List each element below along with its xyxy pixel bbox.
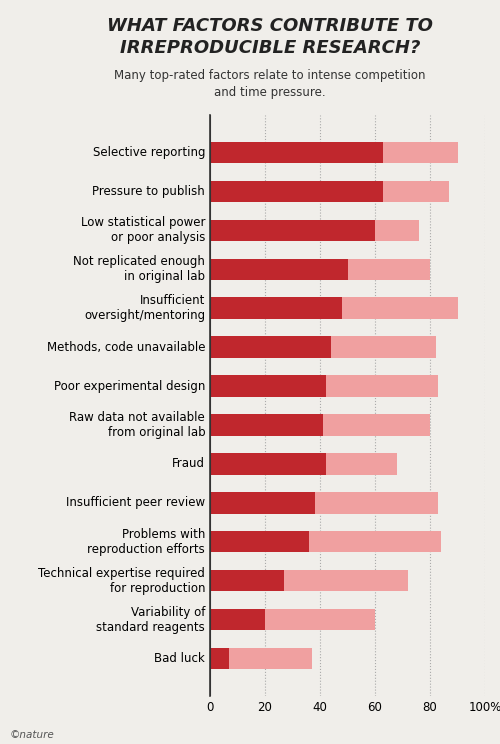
Bar xyxy=(210,181,449,202)
Bar xyxy=(210,219,419,241)
Bar xyxy=(210,141,458,163)
Bar xyxy=(210,609,265,630)
Text: ©nature: ©nature xyxy=(10,731,55,740)
Bar xyxy=(210,336,331,358)
Bar xyxy=(210,531,309,553)
Bar xyxy=(210,414,323,436)
Bar xyxy=(210,414,430,436)
Bar xyxy=(210,531,441,553)
Bar xyxy=(210,336,436,358)
Bar xyxy=(210,298,342,319)
Bar xyxy=(210,492,438,513)
Bar xyxy=(210,453,326,475)
Bar xyxy=(210,298,458,319)
Bar xyxy=(210,570,408,591)
Text: Many top-rated factors relate to intense competition
and time pressure.: Many top-rated factors relate to intense… xyxy=(114,69,426,99)
Bar xyxy=(210,219,375,241)
Bar xyxy=(210,570,284,591)
Bar xyxy=(210,453,397,475)
Bar xyxy=(210,648,312,670)
Bar xyxy=(210,141,384,163)
Bar xyxy=(210,492,314,513)
Bar xyxy=(210,181,384,202)
Text: WHAT FACTORS CONTRIBUTE TO
IRREPRODUCIBLE RESEARCH?: WHAT FACTORS CONTRIBUTE TO IRREPRODUCIBL… xyxy=(107,17,433,57)
Bar xyxy=(210,258,430,280)
Bar xyxy=(210,609,375,630)
Bar xyxy=(210,648,229,670)
Bar xyxy=(210,375,438,397)
Bar xyxy=(210,375,326,397)
Bar xyxy=(210,258,348,280)
